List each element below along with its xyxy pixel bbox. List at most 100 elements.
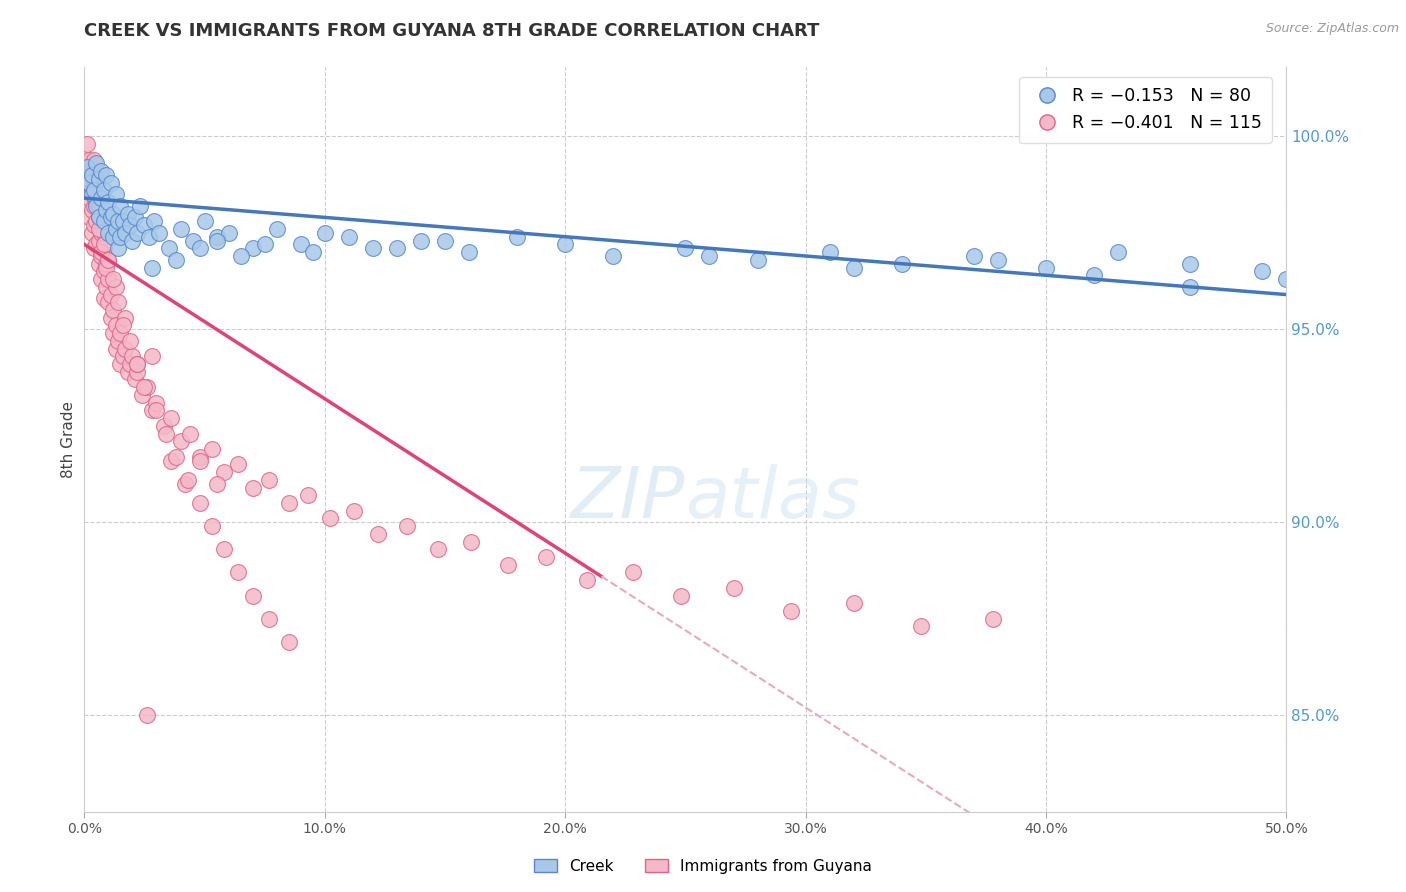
Point	[277, 496, 299, 510]
Point	[100, 176, 122, 190]
Point	[205, 234, 228, 248]
Point	[145, 403, 167, 417]
Point	[83, 179, 105, 194]
Point	[83, 218, 105, 232]
Point	[121, 349, 143, 363]
Point	[103, 206, 125, 220]
Point	[110, 326, 132, 341]
Point	[103, 326, 125, 341]
Point	[86, 237, 108, 252]
Point	[277, 635, 299, 649]
Point	[104, 280, 127, 294]
Point	[301, 245, 323, 260]
Point	[177, 473, 200, 487]
Point	[160, 411, 183, 425]
Point	[93, 183, 115, 197]
Point	[117, 206, 139, 220]
Point	[134, 380, 156, 394]
Point	[107, 214, 129, 228]
Point	[124, 211, 146, 225]
Point	[83, 241, 105, 255]
Point	[110, 199, 132, 213]
Point	[103, 303, 125, 318]
Point	[145, 395, 167, 409]
Point	[259, 473, 281, 487]
Point	[385, 241, 408, 255]
Point	[157, 241, 180, 255]
Point	[165, 450, 187, 464]
Point	[723, 581, 745, 595]
Point	[290, 237, 312, 252]
Point	[93, 214, 115, 228]
Point	[80, 168, 103, 182]
Point	[160, 453, 183, 467]
Point	[496, 558, 519, 572]
Point	[174, 476, 197, 491]
Point	[77, 211, 100, 225]
Legend: Creek, Immigrants from Guyana: Creek, Immigrants from Guyana	[529, 853, 877, 880]
Point	[90, 164, 112, 178]
Text: Source: ZipAtlas.com: Source: ZipAtlas.com	[1265, 22, 1399, 36]
Point	[699, 249, 721, 263]
Point	[318, 511, 340, 525]
Point	[343, 504, 366, 518]
Legend: R = −0.153   N = 80, R = −0.401   N = 115: R = −0.153 N = 80, R = −0.401 N = 115	[1019, 77, 1272, 143]
Point	[118, 218, 141, 232]
Point	[367, 526, 389, 541]
Point	[669, 589, 692, 603]
Point	[1035, 260, 1057, 275]
Point	[212, 465, 235, 479]
Point	[87, 234, 110, 248]
Point	[111, 349, 134, 363]
Point	[114, 310, 136, 325]
Point	[205, 229, 228, 244]
Point	[104, 342, 127, 356]
Point	[86, 214, 108, 228]
Point	[118, 334, 141, 348]
Point	[534, 549, 557, 564]
Point	[226, 458, 249, 472]
Point	[127, 226, 149, 240]
Point	[675, 241, 697, 255]
Point	[87, 257, 110, 271]
Point	[107, 334, 129, 348]
Point	[201, 442, 224, 456]
Point	[135, 380, 157, 394]
Point	[602, 249, 624, 263]
Point	[100, 287, 122, 301]
Point	[506, 229, 529, 244]
Point	[107, 295, 129, 310]
Point	[93, 237, 115, 252]
Point	[141, 260, 163, 275]
Point	[103, 229, 125, 244]
Point	[83, 199, 105, 213]
Point	[87, 199, 110, 213]
Point	[80, 187, 103, 202]
Point	[148, 226, 170, 240]
Point	[80, 183, 103, 197]
Point	[910, 619, 932, 633]
Point	[460, 534, 482, 549]
Point	[169, 434, 191, 449]
Point	[135, 708, 157, 723]
Point	[1107, 245, 1129, 260]
Point	[94, 280, 117, 294]
Point	[242, 481, 264, 495]
Point	[314, 226, 336, 240]
Point	[94, 202, 117, 217]
Point	[127, 357, 149, 371]
Point	[90, 245, 112, 260]
Point	[90, 226, 112, 240]
Point	[987, 252, 1010, 267]
Point	[97, 226, 120, 240]
Point	[1251, 264, 1274, 278]
Point	[97, 194, 120, 209]
Point	[76, 160, 98, 174]
Point	[143, 214, 166, 228]
Point	[103, 272, 125, 286]
Point	[127, 357, 149, 371]
Point	[107, 241, 129, 255]
Point	[205, 476, 228, 491]
Point	[1275, 272, 1298, 286]
Point	[97, 272, 120, 286]
